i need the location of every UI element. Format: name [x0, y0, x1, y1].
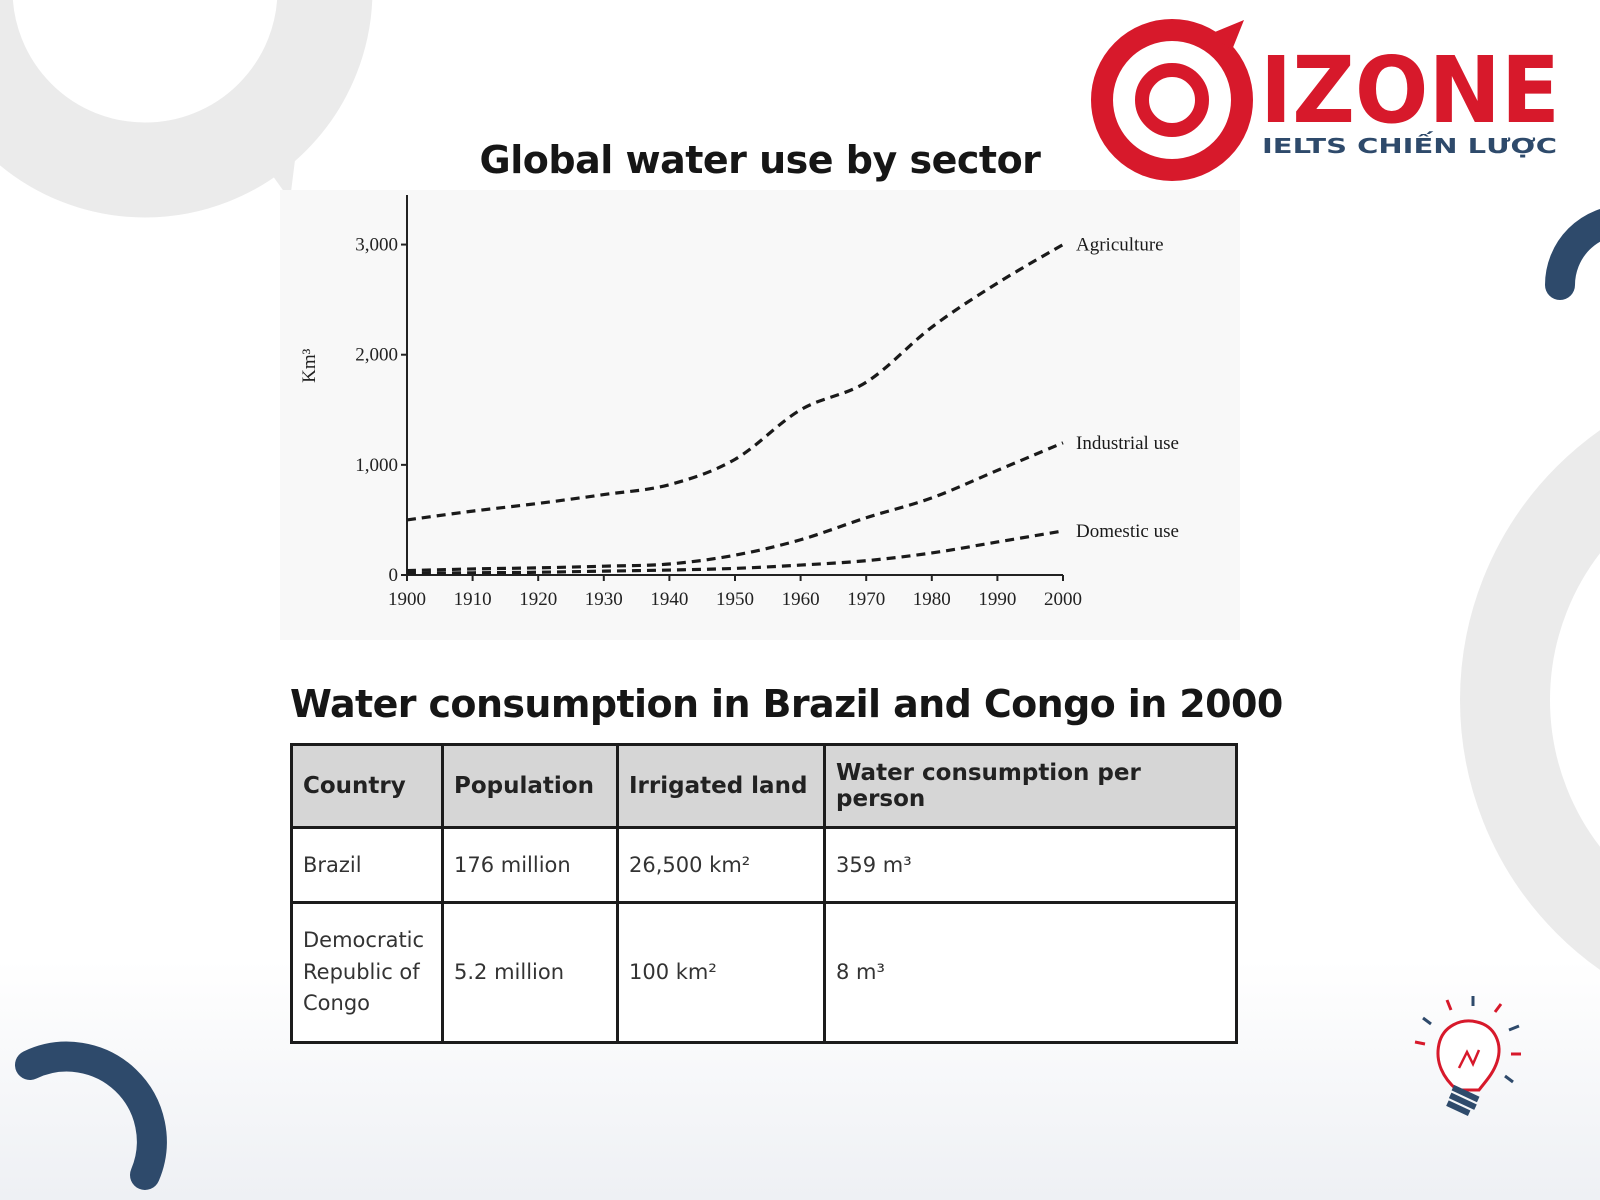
- cell-water-consumption: 8 m³: [823, 901, 1238, 1044]
- cell-irrigated-land: 26,500 km²: [616, 826, 826, 904]
- series-line-industrial-use: [406, 441, 1064, 573]
- x-tick-label: 1960: [782, 589, 820, 610]
- cell-country: Democratic Republic of Congo: [290, 901, 444, 1044]
- table-row: Brazil 176 million 26,500 km² 359 m³: [290, 826, 1238, 904]
- x-tick-label: 1980: [913, 589, 951, 610]
- header-population: Population: [441, 743, 619, 829]
- series-label-agriculture: Agriculture: [1076, 235, 1164, 256]
- lightbulb-icon: [1414, 996, 1521, 1116]
- y-tick-label: 3,000: [355, 235, 398, 256]
- y-tick-label: 1,000: [355, 455, 398, 476]
- series-line-domestic-use: [406, 529, 1064, 575]
- table-title: Water consumption in Brazil and Congo in…: [290, 682, 1283, 726]
- brand-name: IZONE: [1260, 37, 1560, 144]
- x-tick-label: 1990: [978, 589, 1016, 610]
- cell-water-consumption: 359 m³: [823, 826, 1238, 904]
- y-tick-label: 0: [389, 565, 399, 586]
- x-tick-label: 1920: [519, 589, 557, 610]
- brand-tagline: IELTS CHIẾN LƯỢC: [1262, 132, 1557, 158]
- arc-decoration-bottom-left: [15, 1041, 167, 1190]
- series-label-industrial-use: Industrial use: [1076, 433, 1179, 454]
- series-label-domestic-use: Domestic use: [1076, 521, 1179, 542]
- arc-decoration-top-right: [1545, 209, 1600, 300]
- table-row: Democratic Republic of Congo 5.2 million…: [290, 901, 1238, 1044]
- x-tick-label: 1930: [585, 589, 623, 610]
- data-table: Country Population Irrigated land Water …: [290, 743, 1238, 1044]
- y-axis-label: Km³: [299, 348, 320, 383]
- chart-title: Global water use by sector: [479, 138, 1041, 182]
- cell-population: 176 million: [441, 826, 619, 904]
- header-irrigated-land: Irrigated land: [616, 743, 826, 829]
- header-water-consumption: Water consumption per person: [823, 743, 1238, 829]
- x-tick-label: 2000: [1044, 589, 1082, 610]
- x-tick-label: 1950: [716, 589, 754, 610]
- cell-irrigated-land: 100 km²: [616, 901, 826, 1044]
- cell-population: 5.2 million: [441, 901, 619, 1044]
- brand-logo: IZONE IELTS CHIẾN LƯỢC: [1091, 12, 1560, 181]
- table-header-row: Country Population Irrigated land Water …: [290, 743, 1238, 829]
- x-tick-label: 1910: [454, 589, 492, 610]
- speech-bubble-decoration: [0, 0, 373, 218]
- x-tick-label: 1900: [388, 589, 426, 610]
- header-country: Country: [290, 743, 444, 829]
- x-tick-label: 1970: [847, 589, 885, 610]
- y-tick-label: 2,000: [355, 345, 398, 366]
- series-line-agriculture: [406, 243, 1064, 522]
- cell-country: Brazil: [290, 826, 444, 904]
- line-chart: 0 1,000 2,000 3,000 1900 1910 1920 1930 1940 1950…: [299, 195, 1179, 610]
- chart-panel: [280, 190, 1240, 640]
- ring-decoration-right: [1460, 430, 1600, 970]
- x-tick-label: 1940: [650, 589, 688, 610]
- target-logo-icon: [1091, 12, 1253, 181]
